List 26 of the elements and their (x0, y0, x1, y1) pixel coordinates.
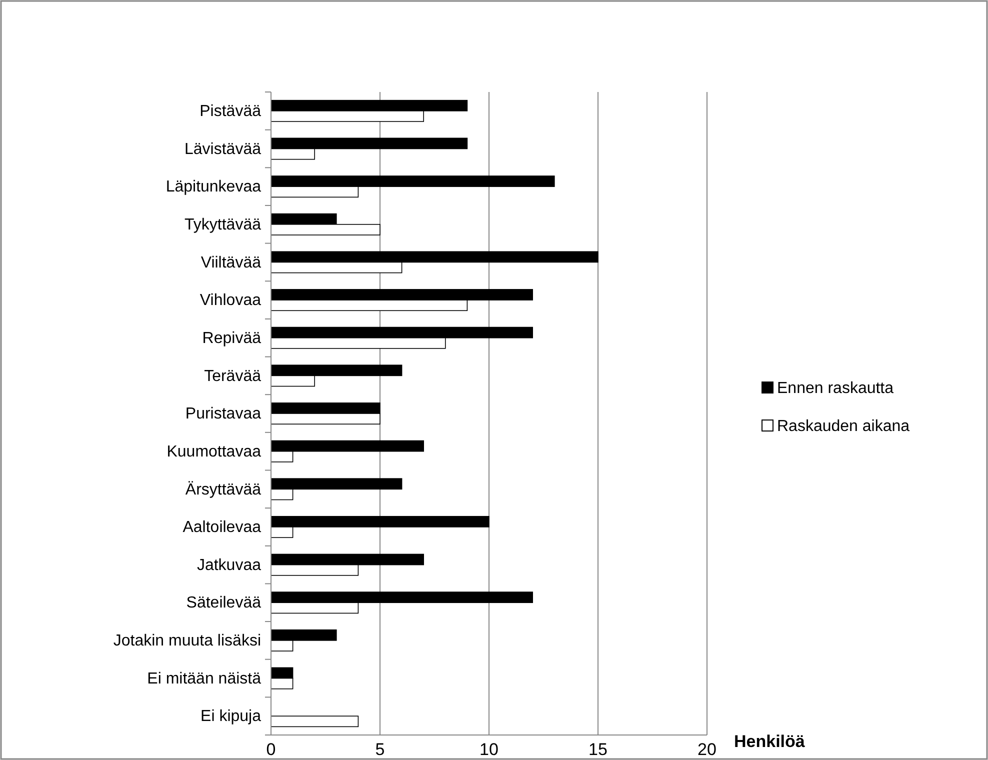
y-tick-label: Lävistävää (184, 140, 262, 158)
legend-label: Ennen raskautta (777, 380, 894, 397)
y-tick-label: Säteilevää (186, 594, 262, 612)
y-tick-label: Läpitunkevaa (166, 178, 262, 196)
y-tick-label: Puristavaa (185, 406, 262, 423)
x-axis-title: Henkilöä (734, 732, 806, 751)
bar (270, 716, 359, 728)
y-tick-label: Ärsyttävää (185, 480, 262, 498)
y-tick-label: Viiltävää (200, 254, 262, 272)
y-tick-label: Pistävää (200, 103, 262, 120)
legend-label: Raskauden aikana (777, 418, 910, 435)
x-tick-label: 10 (480, 740, 498, 760)
y-tick-label: Ei mitään näistä (147, 670, 262, 688)
y-tick-label: Kuumottavaa (166, 443, 262, 460)
x-tick-label: 0 (266, 740, 276, 760)
y-tick-label: Aaltoilevaa (182, 519, 262, 536)
y-tick-label: Jatkuvaa (196, 556, 262, 574)
y-tick-label: Jotakin muuta lisäksi (113, 632, 261, 650)
y-tick-label: Terävää (204, 368, 262, 385)
x-tick-label: 5 (375, 740, 385, 760)
x-tick-label: 20 (698, 740, 716, 760)
y-tick-label: Tykyttävää (184, 216, 262, 234)
y-tick-label: Ei kipuja (200, 708, 262, 726)
y-tick-label: Vihlovaa (200, 292, 262, 310)
x-tick-label: 15 (588, 740, 608, 760)
y-tick-label: Repivää (202, 330, 262, 347)
